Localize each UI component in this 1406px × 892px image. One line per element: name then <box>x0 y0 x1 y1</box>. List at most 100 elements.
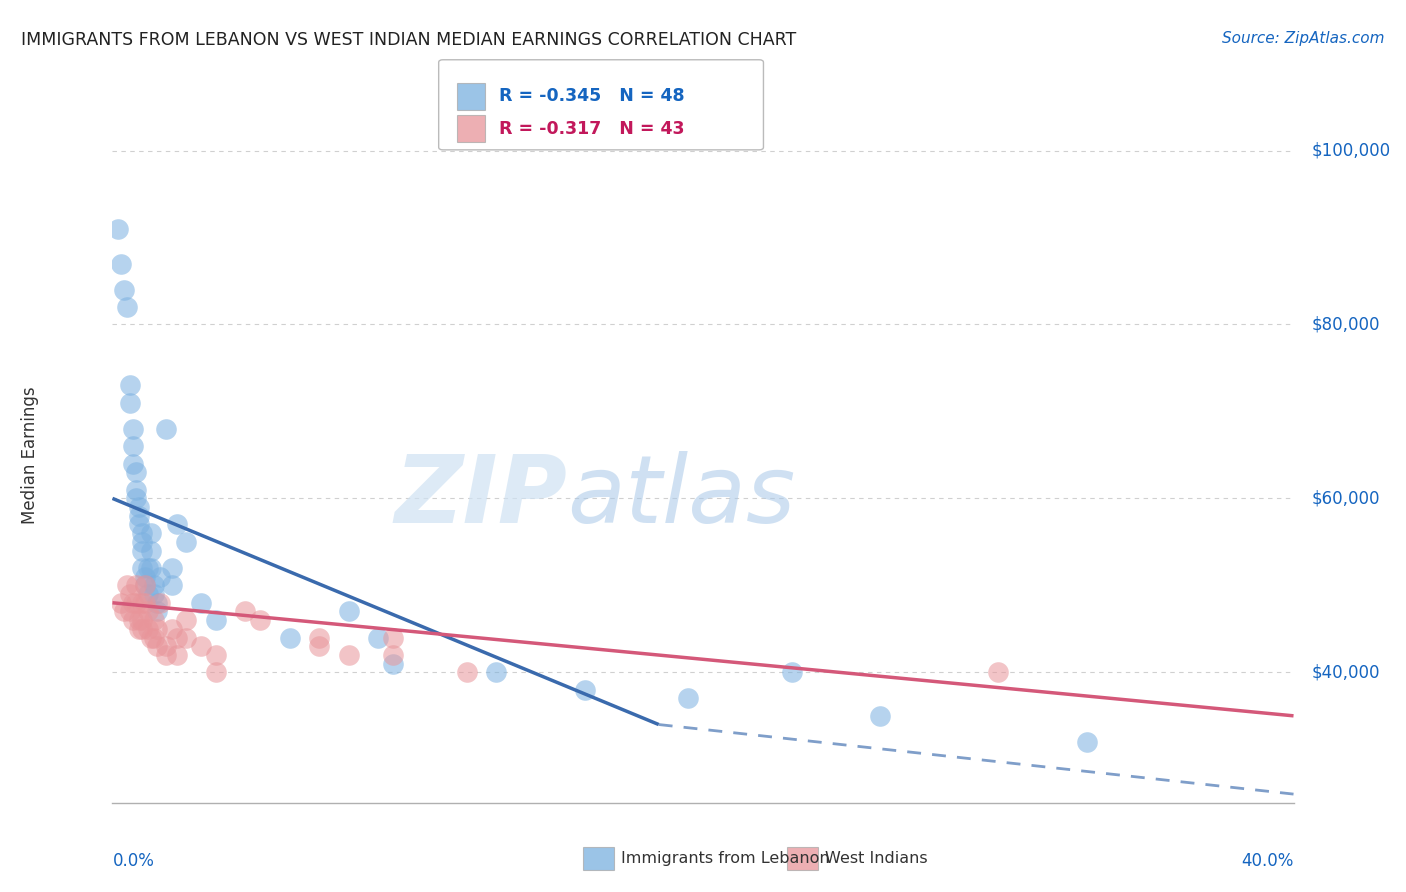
Point <box>174 613 197 627</box>
Point <box>146 639 169 653</box>
Point <box>869 708 891 723</box>
Point <box>233 605 256 619</box>
Point <box>155 648 177 662</box>
Point <box>142 587 165 601</box>
Point <box>139 543 162 558</box>
Point <box>205 665 228 680</box>
Point <box>112 283 135 297</box>
Point <box>125 596 148 610</box>
Point <box>128 613 150 627</box>
Point <box>122 439 145 453</box>
Point <box>308 631 330 645</box>
Point <box>110 257 132 271</box>
Point <box>337 605 360 619</box>
Text: $80,000: $80,000 <box>1312 316 1379 334</box>
Point <box>382 631 405 645</box>
Point <box>128 517 150 532</box>
Point <box>134 578 156 592</box>
Point <box>117 578 138 592</box>
Point <box>190 596 212 610</box>
Point <box>120 587 142 601</box>
Point <box>780 665 803 680</box>
Point <box>166 631 188 645</box>
Point <box>120 378 142 392</box>
Point <box>122 596 145 610</box>
Point <box>136 605 159 619</box>
Text: West Indians: West Indians <box>825 851 928 865</box>
Point <box>122 613 145 627</box>
Text: IMMIGRANTS FROM LEBANON VS WEST INDIAN MEDIAN EARNINGS CORRELATION CHART: IMMIGRANTS FROM LEBANON VS WEST INDIAN M… <box>21 31 796 49</box>
Text: 0.0%: 0.0% <box>112 852 155 870</box>
Point <box>136 587 159 601</box>
Point <box>131 526 153 541</box>
Point <box>131 535 153 549</box>
Point <box>382 648 405 662</box>
Point <box>131 543 153 558</box>
Point <box>166 648 188 662</box>
Point <box>142 631 165 645</box>
Point <box>160 622 183 636</box>
Point <box>110 596 132 610</box>
Point <box>134 596 156 610</box>
Text: Immigrants from Lebanon: Immigrants from Lebanon <box>621 851 830 865</box>
Point <box>146 596 169 610</box>
Point <box>678 691 700 706</box>
Point <box>249 613 271 627</box>
Text: ZIP: ZIP <box>394 450 567 542</box>
Point <box>166 517 188 532</box>
Point <box>155 422 177 436</box>
Text: $60,000: $60,000 <box>1312 490 1379 508</box>
Point <box>382 657 405 671</box>
Point <box>128 500 150 514</box>
Point <box>205 648 228 662</box>
Point <box>174 631 197 645</box>
Point <box>139 631 162 645</box>
Point <box>139 561 162 575</box>
Point <box>131 596 153 610</box>
Point <box>146 622 169 636</box>
Point <box>142 578 165 592</box>
Point <box>149 596 172 610</box>
Point <box>134 578 156 592</box>
Point <box>122 422 145 436</box>
Point <box>367 631 389 645</box>
Text: R = -0.345   N = 48: R = -0.345 N = 48 <box>499 87 685 105</box>
Text: atlas: atlas <box>567 451 796 542</box>
Point <box>122 457 145 471</box>
Point <box>128 622 150 636</box>
Point <box>107 222 129 236</box>
Text: Source: ZipAtlas.com: Source: ZipAtlas.com <box>1222 31 1385 46</box>
Point <box>125 578 148 592</box>
Point <box>125 466 148 480</box>
Point <box>117 300 138 314</box>
Point <box>278 631 301 645</box>
Point <box>149 570 172 584</box>
Point <box>112 605 135 619</box>
Point <box>160 578 183 592</box>
Point <box>120 605 142 619</box>
Point <box>128 508 150 523</box>
Point <box>337 648 360 662</box>
Point <box>120 396 142 410</box>
Point <box>139 526 162 541</box>
Text: Median Earnings: Median Earnings <box>21 386 39 524</box>
Point <box>485 665 508 680</box>
Point <box>131 561 153 575</box>
Text: R = -0.317   N = 43: R = -0.317 N = 43 <box>499 120 685 137</box>
Point <box>190 639 212 653</box>
Point <box>142 613 165 627</box>
Point <box>1076 735 1098 749</box>
Point <box>131 622 153 636</box>
Point <box>174 535 197 549</box>
Point <box>125 491 148 506</box>
Text: $100,000: $100,000 <box>1312 142 1391 160</box>
Point <box>308 639 330 653</box>
Point <box>574 682 596 697</box>
Point <box>125 483 148 497</box>
Point <box>205 613 228 627</box>
Point <box>136 561 159 575</box>
Point <box>456 665 478 680</box>
Point <box>146 605 169 619</box>
Point <box>131 613 153 627</box>
Point <box>155 639 177 653</box>
